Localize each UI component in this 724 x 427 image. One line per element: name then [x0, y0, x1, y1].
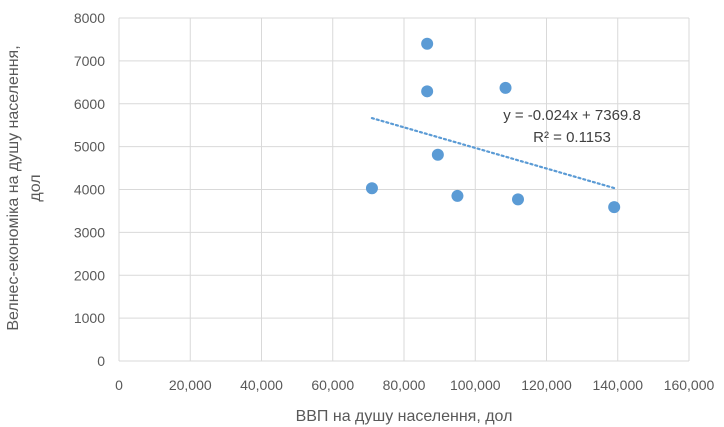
data-point	[431, 148, 444, 161]
x-tick-label: 120,000	[521, 377, 572, 393]
y-tick-label: 8000	[74, 10, 105, 26]
data-point	[421, 37, 434, 50]
x-tick-label: 60,000	[311, 377, 354, 393]
y-tick-label: 5000	[74, 139, 105, 155]
x-tick-label: 160,000	[664, 377, 715, 393]
y-tick-labels: 0 1000 2000 3000 4000 5000 6000 7000 8000	[74, 10, 105, 369]
trendline-r-squared: R² = 0.1153	[533, 129, 611, 146]
data-point	[451, 189, 464, 202]
x-axis-title: ВВП на душу населення, дол	[296, 408, 513, 425]
y-tick-label: 6000	[74, 96, 105, 112]
x-tick-label: 80,000	[383, 377, 426, 393]
data-points	[365, 37, 621, 214]
data-point	[421, 85, 434, 98]
trendline-group	[370, 116, 616, 190]
x-tick-label: 40,000	[240, 377, 283, 393]
y-tick-label: 3000	[74, 224, 105, 240]
trendline-equation: y = -0.024x + 7369.8	[503, 107, 641, 124]
grid	[118, 17, 690, 362]
data-point	[499, 81, 512, 94]
x-tick-label: 140,000	[592, 377, 643, 393]
trendline	[370, 116, 616, 190]
data-point	[512, 193, 524, 206]
x-tick-labels: 0 20,000 40,000 60,000 80,000 100,000 120,000 1…	[115, 377, 714, 393]
data-point	[608, 201, 621, 214]
y-tick-label: 7000	[74, 53, 105, 69]
data-point	[365, 182, 378, 195]
y-axis-title-line-1: Велнес-економіка на душу населення,	[5, 45, 22, 330]
y-axis-title: Велнес-економіка на душу населення, дол	[5, 45, 44, 330]
x-tick-label: 20,000	[169, 377, 212, 393]
y-tick-label: 4000	[74, 182, 105, 198]
x-tick-label: 100,000	[450, 377, 501, 393]
y-tick-label: 1000	[74, 310, 105, 326]
y-axis-title-line-2: дол	[27, 174, 44, 201]
y-tick-label: 2000	[74, 267, 105, 283]
y-tick-label: 0	[97, 353, 105, 369]
x-tick-label: 0	[115, 377, 123, 393]
